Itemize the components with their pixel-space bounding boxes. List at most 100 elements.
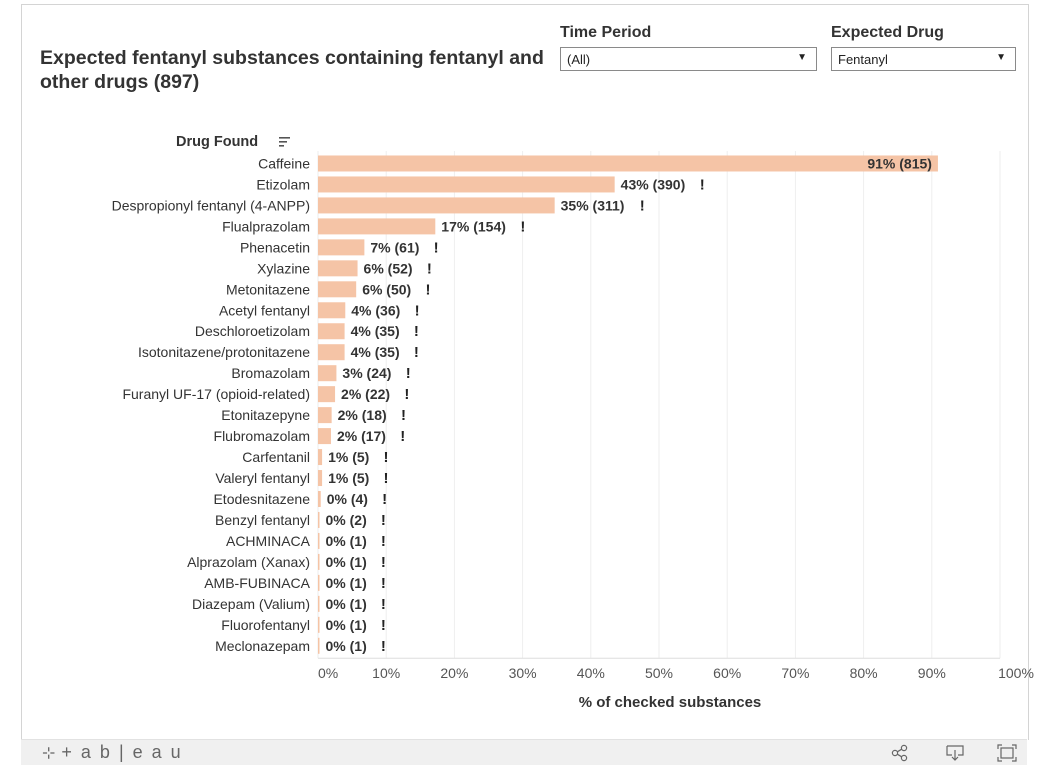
x-tick-label: 60%: [713, 665, 741, 681]
x-tick-label: 10%: [372, 665, 400, 681]
bar: [318, 260, 358, 277]
data-label: 2% (18): [338, 407, 387, 423]
warning-flag: !: [382, 491, 387, 508]
warning-flag: !: [427, 260, 432, 277]
warning-flag: !: [381, 596, 386, 613]
warning-flag: !: [381, 638, 386, 655]
bar: [318, 574, 320, 591]
data-label: 1% (5): [328, 449, 369, 465]
category-label: Metonitazene: [226, 281, 310, 297]
bar: [318, 344, 345, 361]
row-header-drug-found: Drug Found: [176, 134, 259, 150]
data-label: 4% (36): [351, 302, 400, 318]
data-label: 1% (5): [328, 470, 369, 486]
data-label: 4% (35): [351, 323, 400, 339]
expected-drug-dropdown[interactable]: Fentanyl ▼: [831, 47, 1016, 71]
dropdown-arrow-icon: ▼: [797, 52, 807, 63]
tableau-logo-text: + a b | e a u: [61, 742, 183, 762]
category-label: Benzyl fentanyl: [215, 512, 310, 528]
category-label: Caffeine: [258, 155, 310, 171]
data-label: 4% (35): [351, 344, 400, 360]
time-period-value: (All): [567, 52, 591, 67]
category-label: Isotonitazene/protonitazene: [138, 344, 310, 360]
expected-drug-label: Expected Drug: [831, 24, 944, 41]
warning-flag: !: [383, 470, 388, 487]
share-icon[interactable]: [889, 743, 911, 763]
data-label: 2% (22): [341, 386, 390, 402]
warning-flag: !: [404, 386, 409, 403]
bar: [318, 323, 345, 340]
data-label: 7% (61): [370, 239, 419, 255]
warning-flag: !: [381, 617, 386, 634]
data-label: 0% (1): [326, 596, 367, 612]
sort-icon[interactable]: [279, 137, 290, 147]
data-label: 0% (2): [326, 512, 367, 528]
fullscreen-icon[interactable]: [996, 743, 1018, 763]
category-label: Bromazolam: [231, 365, 310, 381]
x-tick-label: 80%: [850, 665, 878, 681]
category-label: Diazepam (Valium): [192, 596, 310, 612]
bar: [318, 511, 320, 528]
bar: [318, 218, 436, 235]
tableau-logo[interactable]: ⊹ + a b | e a u: [42, 740, 183, 766]
category-label: Etodesnitazene: [213, 491, 310, 507]
expected-drug-value: Fentanyl: [838, 52, 888, 67]
data-label: 0% (4): [327, 491, 368, 507]
category-label: Alprazolam (Xanax): [187, 554, 310, 570]
warning-flag: !: [425, 281, 430, 298]
category-label: Carfentanil: [242, 449, 310, 465]
x-tick-label: 70%: [781, 665, 809, 681]
bar: [318, 407, 332, 424]
download-icon[interactable]: [944, 743, 966, 763]
x-tick-label: 0%: [318, 665, 338, 681]
time-period-label: Time Period: [560, 24, 652, 41]
category-label: Etonitazepyne: [221, 407, 310, 423]
bar: [318, 553, 320, 570]
warning-flag: !: [406, 365, 411, 382]
bar: [318, 281, 357, 298]
warning-flag: !: [401, 407, 406, 424]
warning-flag: !: [414, 344, 419, 361]
warning-flag: !: [381, 533, 386, 550]
warning-flag: !: [381, 575, 386, 592]
x-tick-label: 100%: [998, 665, 1034, 681]
data-label: 2% (17): [337, 428, 386, 444]
data-label: 0% (1): [326, 638, 367, 654]
warning-flag: !: [700, 176, 705, 193]
bar: [318, 302, 346, 319]
category-label: Despropionyl fentanyl (4-ANPP): [112, 197, 310, 213]
bar: [318, 155, 938, 172]
data-label: 3% (24): [342, 365, 391, 381]
data-label: 0% (1): [326, 575, 367, 591]
warning-flag: !: [640, 197, 645, 214]
category-label: Flualprazolam: [222, 218, 310, 234]
category-label: Valeryl fentanyl: [215, 470, 310, 486]
data-label: 6% (50): [362, 281, 411, 297]
warning-flag: !: [381, 554, 386, 571]
category-label: Furanyl UF-17 (opioid-related): [122, 386, 310, 402]
warning-flag: !: [400, 428, 405, 445]
warning-flag: !: [383, 449, 388, 466]
data-label: 6% (52): [364, 260, 413, 276]
bar: [318, 595, 320, 612]
chart-title: Expected fentanyl substances containing …: [40, 47, 544, 93]
tableau-logo-icon: ⊹: [42, 745, 56, 762]
data-label: 43% (390): [621, 176, 686, 192]
x-tick-label: 40%: [577, 665, 605, 681]
category-label: Phenacetin: [240, 239, 310, 255]
time-period-dropdown[interactable]: (All) ▼: [560, 47, 817, 71]
data-label: 91% (815): [867, 155, 932, 171]
warning-flag: !: [520, 218, 525, 235]
bar: [318, 176, 615, 193]
category-label: AMB-FUBINACA: [204, 575, 310, 591]
category-label: Flubromazolam: [214, 428, 310, 444]
category-label: Meclonazepam: [215, 638, 310, 654]
category-label: Etizolam: [256, 176, 310, 192]
x-tick-label: 50%: [645, 665, 673, 681]
x-tick-label: 90%: [918, 665, 946, 681]
data-label: 0% (1): [326, 533, 367, 549]
category-label: ACHMINACA: [226, 533, 311, 549]
dropdown-arrow-icon: ▼: [996, 52, 1006, 63]
warning-flag: !: [415, 302, 420, 319]
